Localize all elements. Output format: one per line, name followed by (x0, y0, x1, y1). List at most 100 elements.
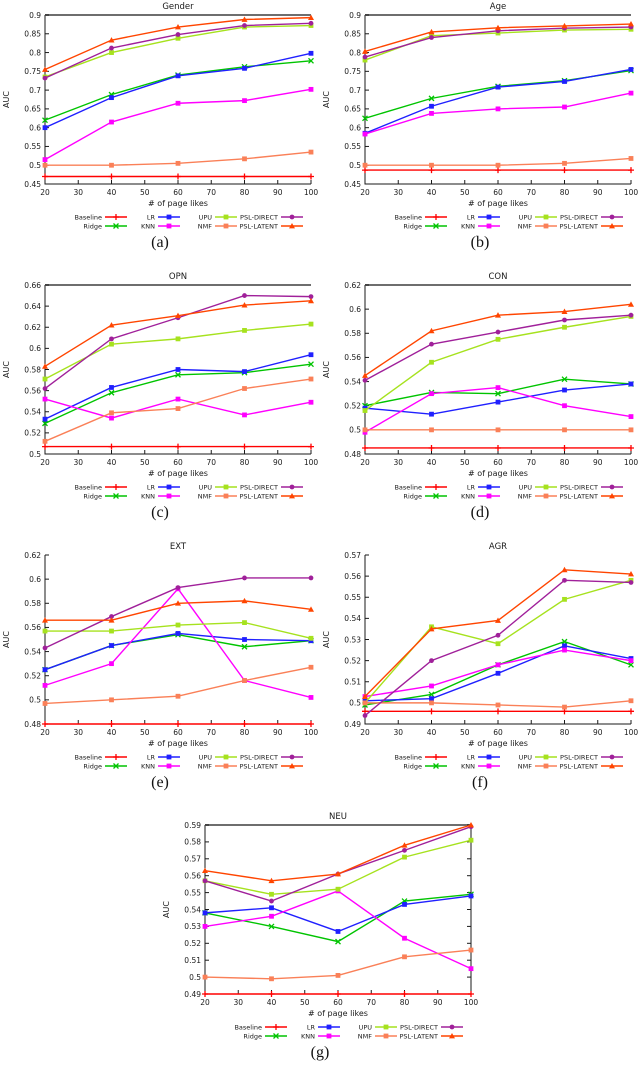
svg-text:70: 70 (206, 188, 216, 197)
chart-gender: Gender AUC # of page likes 0.45 0.5 0.55 0.6 0.… (0, 0, 320, 268)
svg-text:PSL-DIRECT: PSL-DIRECT (240, 483, 278, 491)
svg-text:0.54: 0.54 (344, 614, 361, 623)
svg-text:0.7: 0.7 (349, 86, 361, 95)
svg-text:KNN: KNN (141, 762, 155, 770)
svg-text:Baseline: Baseline (394, 753, 422, 761)
legend-entry-Ridge: Ridge (243, 1032, 287, 1040)
svg-text:NMF: NMF (198, 492, 212, 500)
legend-entry-KNN: KNN (461, 222, 500, 230)
svg-text:50: 50 (300, 998, 310, 1007)
svg-text:PSL-LATENT: PSL-LATENT (559, 222, 598, 230)
series-NMF (362, 427, 634, 433)
series-Ridge (42, 631, 314, 673)
svg-text:0.53: 0.53 (184, 922, 201, 931)
series-PSL-DIRECT (362, 577, 634, 718)
svg-text:0.51: 0.51 (344, 678, 361, 687)
svg-text:PSL-DIRECT: PSL-DIRECT (240, 753, 278, 761)
svg-text:0.58: 0.58 (24, 365, 41, 374)
svg-text:100: 100 (304, 458, 319, 467)
svg-text:PSL-DIRECT: PSL-DIRECT (240, 213, 278, 221)
svg-text:70: 70 (206, 728, 216, 737)
svg-text:30: 30 (233, 998, 243, 1007)
svg-text:0.75: 0.75 (344, 67, 361, 76)
legend-entry-UPU: UPU (519, 213, 557, 221)
legend-entry-LR: LR (147, 753, 180, 761)
svg-text:90: 90 (593, 458, 603, 467)
svg-text:0.7: 0.7 (29, 86, 41, 95)
series-LR (202, 893, 474, 934)
svg-text:0.56: 0.56 (24, 623, 41, 632)
svg-text:50: 50 (460, 458, 470, 467)
legend-entry-NMF: NMF (358, 1032, 397, 1040)
svg-text:KNN: KNN (301, 1032, 315, 1040)
svg-text:0.54: 0.54 (344, 377, 361, 386)
svg-text:UPU: UPU (199, 753, 213, 761)
chart-age: Age AUC # of page likes 0.45 0.5 0.55 0.6 0.65 0… (320, 0, 640, 268)
legend-entry-UPU: UPU (199, 213, 237, 221)
chart-canvas-agr: AGR AUC # of page likes 0.49 0.5 0.51 0.52 0.53… (322, 542, 638, 770)
svg-text:0.64: 0.64 (24, 302, 41, 311)
chart-caption-f: (f) (472, 774, 488, 791)
legend-entry-LR: LR (467, 753, 500, 761)
chart-canvas-opn: OPN AUC # of page likes 0.5 0.52 0.54 0.56 0.58… (2, 272, 319, 500)
svg-text:0.6: 0.6 (29, 123, 41, 132)
svg-text:0.56: 0.56 (24, 386, 41, 395)
svg-text:Ridge: Ridge (83, 222, 102, 230)
svg-text:0.5: 0.5 (349, 161, 361, 170)
series-Ridge (42, 57, 314, 124)
svg-text:80: 80 (560, 188, 570, 197)
svg-text:LR: LR (467, 213, 476, 221)
svg-text:50: 50 (140, 188, 150, 197)
x-axis-label: # of page likes (148, 199, 208, 208)
legend-entry-Baseline: Baseline (74, 213, 127, 221)
svg-text:0.59: 0.59 (184, 821, 201, 830)
series-LR (42, 352, 314, 422)
svg-text:0.6: 0.6 (349, 305, 361, 314)
svg-text:UPU: UPU (519, 753, 533, 761)
series-NMF (42, 149, 314, 168)
svg-text:LR: LR (467, 753, 476, 761)
svg-text:0.66: 0.66 (24, 281, 41, 290)
legend-entry-LR: LR (467, 213, 500, 221)
legend-entry-UPU: UPU (519, 753, 557, 761)
svg-text:KNN: KNN (141, 222, 155, 230)
svg-text:0.48: 0.48 (344, 450, 361, 459)
svg-text:0.45: 0.45 (24, 180, 41, 189)
svg-text:0.5: 0.5 (349, 699, 361, 708)
svg-text:0.62: 0.62 (344, 281, 361, 290)
svg-text:60: 60 (493, 728, 503, 737)
svg-text:PSL-DIRECT: PSL-DIRECT (400, 1023, 438, 1031)
svg-text:Baseline: Baseline (234, 1023, 262, 1031)
x-axis-label: # of page likes (468, 199, 528, 208)
svg-text:60: 60 (493, 458, 503, 467)
legend-entry-KNN: KNN (461, 492, 500, 500)
y-axis-label: AUC (322, 91, 331, 108)
series-LR (42, 50, 314, 131)
series-NMF (362, 156, 634, 168)
svg-text:PSL-LATENT: PSL-LATENT (239, 492, 278, 500)
svg-text:40: 40 (107, 188, 117, 197)
svg-text:UPU: UPU (359, 1023, 373, 1031)
legend-entry-PSL-LATENT: PSL-LATENT (559, 492, 623, 500)
svg-text:70: 70 (526, 188, 536, 197)
y-axis-label: AUC (2, 631, 11, 648)
svg-text:0.9: 0.9 (349, 11, 361, 20)
svg-text:70: 70 (526, 728, 536, 737)
chart-canvas-gender: Gender AUC # of page likes 0.45 0.5 0.55 0.6 0.… (2, 2, 318, 230)
svg-text:80: 80 (240, 728, 250, 737)
series-Baseline (42, 443, 314, 450)
legend-entry-PSL-DIRECT: PSL-DIRECT (240, 213, 303, 221)
chart-caption-g: (g) (310, 1044, 330, 1061)
svg-text:30: 30 (73, 728, 83, 737)
legend-entry-PSL-DIRECT: PSL-DIRECT (240, 483, 303, 491)
series-LR (362, 381, 634, 417)
svg-text:90: 90 (593, 728, 603, 737)
svg-text:NMF: NMF (198, 222, 212, 230)
svg-text:60: 60 (333, 998, 343, 1007)
chart-ext: EXT AUC # of page likes 0.48 0.5 0.52 0.54 0.56… (0, 540, 320, 808)
svg-text:0.8: 0.8 (29, 48, 41, 57)
svg-text:0.65: 0.65 (24, 105, 41, 114)
svg-text:0.54: 0.54 (184, 905, 201, 914)
svg-text:20: 20 (360, 458, 370, 467)
legend-entry-Ridge: Ridge (83, 762, 127, 770)
